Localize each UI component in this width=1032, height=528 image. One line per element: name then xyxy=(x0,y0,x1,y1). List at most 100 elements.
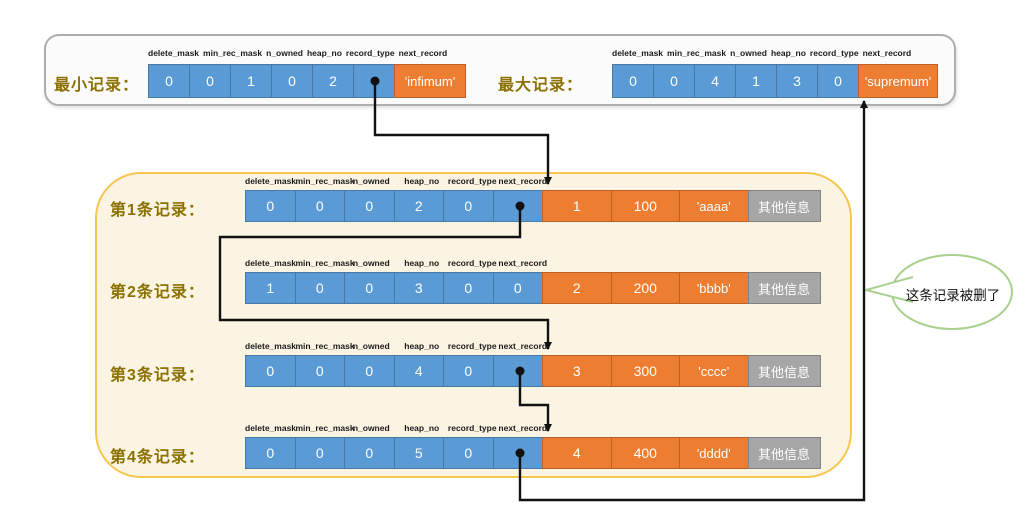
rec1-n-owned-cell: 0 xyxy=(344,190,395,222)
field-header-heap-no: heap_no xyxy=(404,341,440,351)
rec1-next-record-cell xyxy=(492,190,543,222)
record-3-field-headers: delete_mask min_rec_mask n_owned heap_no rec… xyxy=(245,340,548,351)
field-header-delete-mask: delete_mask xyxy=(245,258,297,268)
record-4-table: 0 0 0 5 0 4 400 'dddd' 其他信息 xyxy=(245,437,821,469)
rec3-min-rec-mask-cell: 0 xyxy=(294,355,345,387)
rec3-key-cell: 3 xyxy=(542,355,612,387)
record-3-table: 0 0 0 4 0 3 300 'cccc' 其他信息 xyxy=(245,355,821,387)
field-header-record-type: record_type xyxy=(447,423,497,433)
rec2-next-record-cell: 0 xyxy=(492,272,543,304)
max-record-field-headers: delete_mask min_rec_mask n_owned heap_no… xyxy=(612,47,915,58)
field-header-delete-mask: delete_mask xyxy=(245,176,297,186)
rec4-min-rec-mask-cell: 0 xyxy=(294,437,345,469)
rec3-other-info-cell: 其他信息 xyxy=(747,355,821,387)
max-n-owned-cell: 4 xyxy=(694,64,736,98)
rec1-value-cell: 100 xyxy=(610,190,680,222)
min-record-field-headers: delete_mask min_rec_mask n_owned heap_no… xyxy=(148,47,451,58)
field-header-min-rec-mask: min_rec_mask xyxy=(667,48,727,58)
max-heap-no-cell: 1 xyxy=(735,64,777,98)
rec2-delete-mask-cell: 1 xyxy=(245,272,296,304)
record-4-field-headers: delete_mask min_rec_mask n_owned heap_no rec… xyxy=(245,422,548,433)
field-header-next-record: next_record xyxy=(398,48,448,58)
field-header-delete-mask: delete_mask xyxy=(245,423,297,433)
field-header-next-record: next_record xyxy=(862,48,912,58)
field-header-n-owned: n_owned xyxy=(352,341,390,351)
rec3-heap-no-cell: 4 xyxy=(393,355,444,387)
rec4-next-record-cell xyxy=(492,437,543,469)
record-1-field-headers: delete_mask min_rec_mask n_owned heap_no rec… xyxy=(245,175,548,186)
field-header-next-record: next_record xyxy=(498,258,548,268)
rec4-record-type-cell: 0 xyxy=(443,437,494,469)
field-header-record-type: record_type xyxy=(447,176,497,186)
min-delete-mask-cell: 0 xyxy=(148,64,190,98)
rec3-record-type-cell: 0 xyxy=(443,355,494,387)
min-heap-no-cell: 0 xyxy=(271,64,313,98)
field-header-next-record: next_record xyxy=(498,176,548,186)
field-header-delete-mask: delete_mask xyxy=(148,48,200,58)
rec1-other-info-cell: 其他信息 xyxy=(747,190,821,222)
max-min-rec-mask-cell: 0 xyxy=(653,64,695,98)
rec4-heap-no-cell: 5 xyxy=(393,437,444,469)
field-header-record-type: record_type xyxy=(809,48,859,58)
field-header-min-rec-mask: min_rec_mask xyxy=(295,258,355,268)
field-header-heap-no: heap_no xyxy=(306,48,342,58)
rec3-n-owned-cell: 0 xyxy=(344,355,395,387)
field-header-min-rec-mask: min_rec_mask xyxy=(295,341,355,351)
rec3-value-cell: 300 xyxy=(610,355,680,387)
min-record-label: 最小记录： xyxy=(54,77,140,94)
rec2-record-type-cell: 0 xyxy=(443,272,494,304)
field-header-min-rec-mask: min_rec_mask xyxy=(295,423,355,433)
field-header-n-owned: n_owned xyxy=(730,48,767,58)
rec1-key-cell: 1 xyxy=(542,190,612,222)
rec4-string-cell: 'dddd' xyxy=(679,437,749,469)
max-next-record-cell: 0 xyxy=(817,64,859,98)
field-header-record-type: record_type xyxy=(447,341,497,351)
min-min-rec-mask-cell: 0 xyxy=(189,64,231,98)
record-2-label: 第2条记录： xyxy=(110,284,205,301)
rec2-n-owned-cell: 0 xyxy=(344,272,395,304)
record-2-table: 1 0 0 3 0 0 2 200 'bbbb' 其他信息 xyxy=(245,272,821,304)
record-1-table: 0 0 0 2 0 1 100 'aaaa' 其他信息 xyxy=(245,190,821,222)
field-header-delete-mask: delete_mask xyxy=(245,341,297,351)
rec4-delete-mask-cell: 0 xyxy=(245,437,296,469)
max-delete-mask-cell: 0 xyxy=(612,64,654,98)
rec1-record-type-cell: 0 xyxy=(443,190,494,222)
field-header-n-owned: n_owned xyxy=(266,48,303,58)
max-record-table: 0 0 4 1 3 0 'supremum' xyxy=(612,64,938,98)
field-header-next-record: next_record xyxy=(498,341,548,351)
max-record-type-cell: 3 xyxy=(776,64,818,98)
rec4-key-cell: 4 xyxy=(542,437,612,469)
rec3-next-record-cell xyxy=(492,355,543,387)
rec2-other-info-cell: 其他信息 xyxy=(747,272,821,304)
field-header-heap-no: heap_no xyxy=(404,176,440,186)
field-header-min-rec-mask: min_rec_mask xyxy=(295,176,355,186)
field-header-record-type: record_type xyxy=(345,48,395,58)
record-4-label: 第4条记录： xyxy=(110,449,205,466)
rec2-key-cell: 2 xyxy=(542,272,612,304)
field-header-n-owned: n_owned xyxy=(352,176,390,186)
rec1-min-rec-mask-cell: 0 xyxy=(294,190,345,222)
rec3-delete-mask-cell: 0 xyxy=(245,355,296,387)
supremum-cell: 'supremum' xyxy=(858,64,938,98)
field-header-delete-mask: delete_mask xyxy=(612,48,664,58)
min-next-record-cell xyxy=(353,64,395,98)
record-1-label: 第1条记录： xyxy=(110,202,205,219)
field-header-n-owned: n_owned xyxy=(352,258,390,268)
record-3-label: 第3条记录： xyxy=(110,367,205,384)
rec1-heap-no-cell: 2 xyxy=(393,190,444,222)
record-2-field-headers: delete_mask min_rec_mask n_owned heap_no rec… xyxy=(245,257,548,268)
min-n-owned-cell: 1 xyxy=(230,64,272,98)
rec4-n-owned-cell: 0 xyxy=(344,437,395,469)
rec2-min-rec-mask-cell: 0 xyxy=(294,272,345,304)
field-header-heap-no: heap_no xyxy=(404,258,440,268)
rec4-value-cell: 400 xyxy=(610,437,680,469)
field-header-heap-no: heap_no xyxy=(770,48,806,58)
field-header-n-owned: n_owned xyxy=(352,423,390,433)
field-header-record-type: record_type xyxy=(447,258,497,268)
rec4-other-info-cell: 其他信息 xyxy=(747,437,821,469)
rec2-string-cell: 'bbbb' xyxy=(679,272,749,304)
rec1-delete-mask-cell: 0 xyxy=(245,190,296,222)
max-record-label: 最大记录： xyxy=(498,77,584,94)
field-header-heap-no: heap_no xyxy=(404,423,440,433)
